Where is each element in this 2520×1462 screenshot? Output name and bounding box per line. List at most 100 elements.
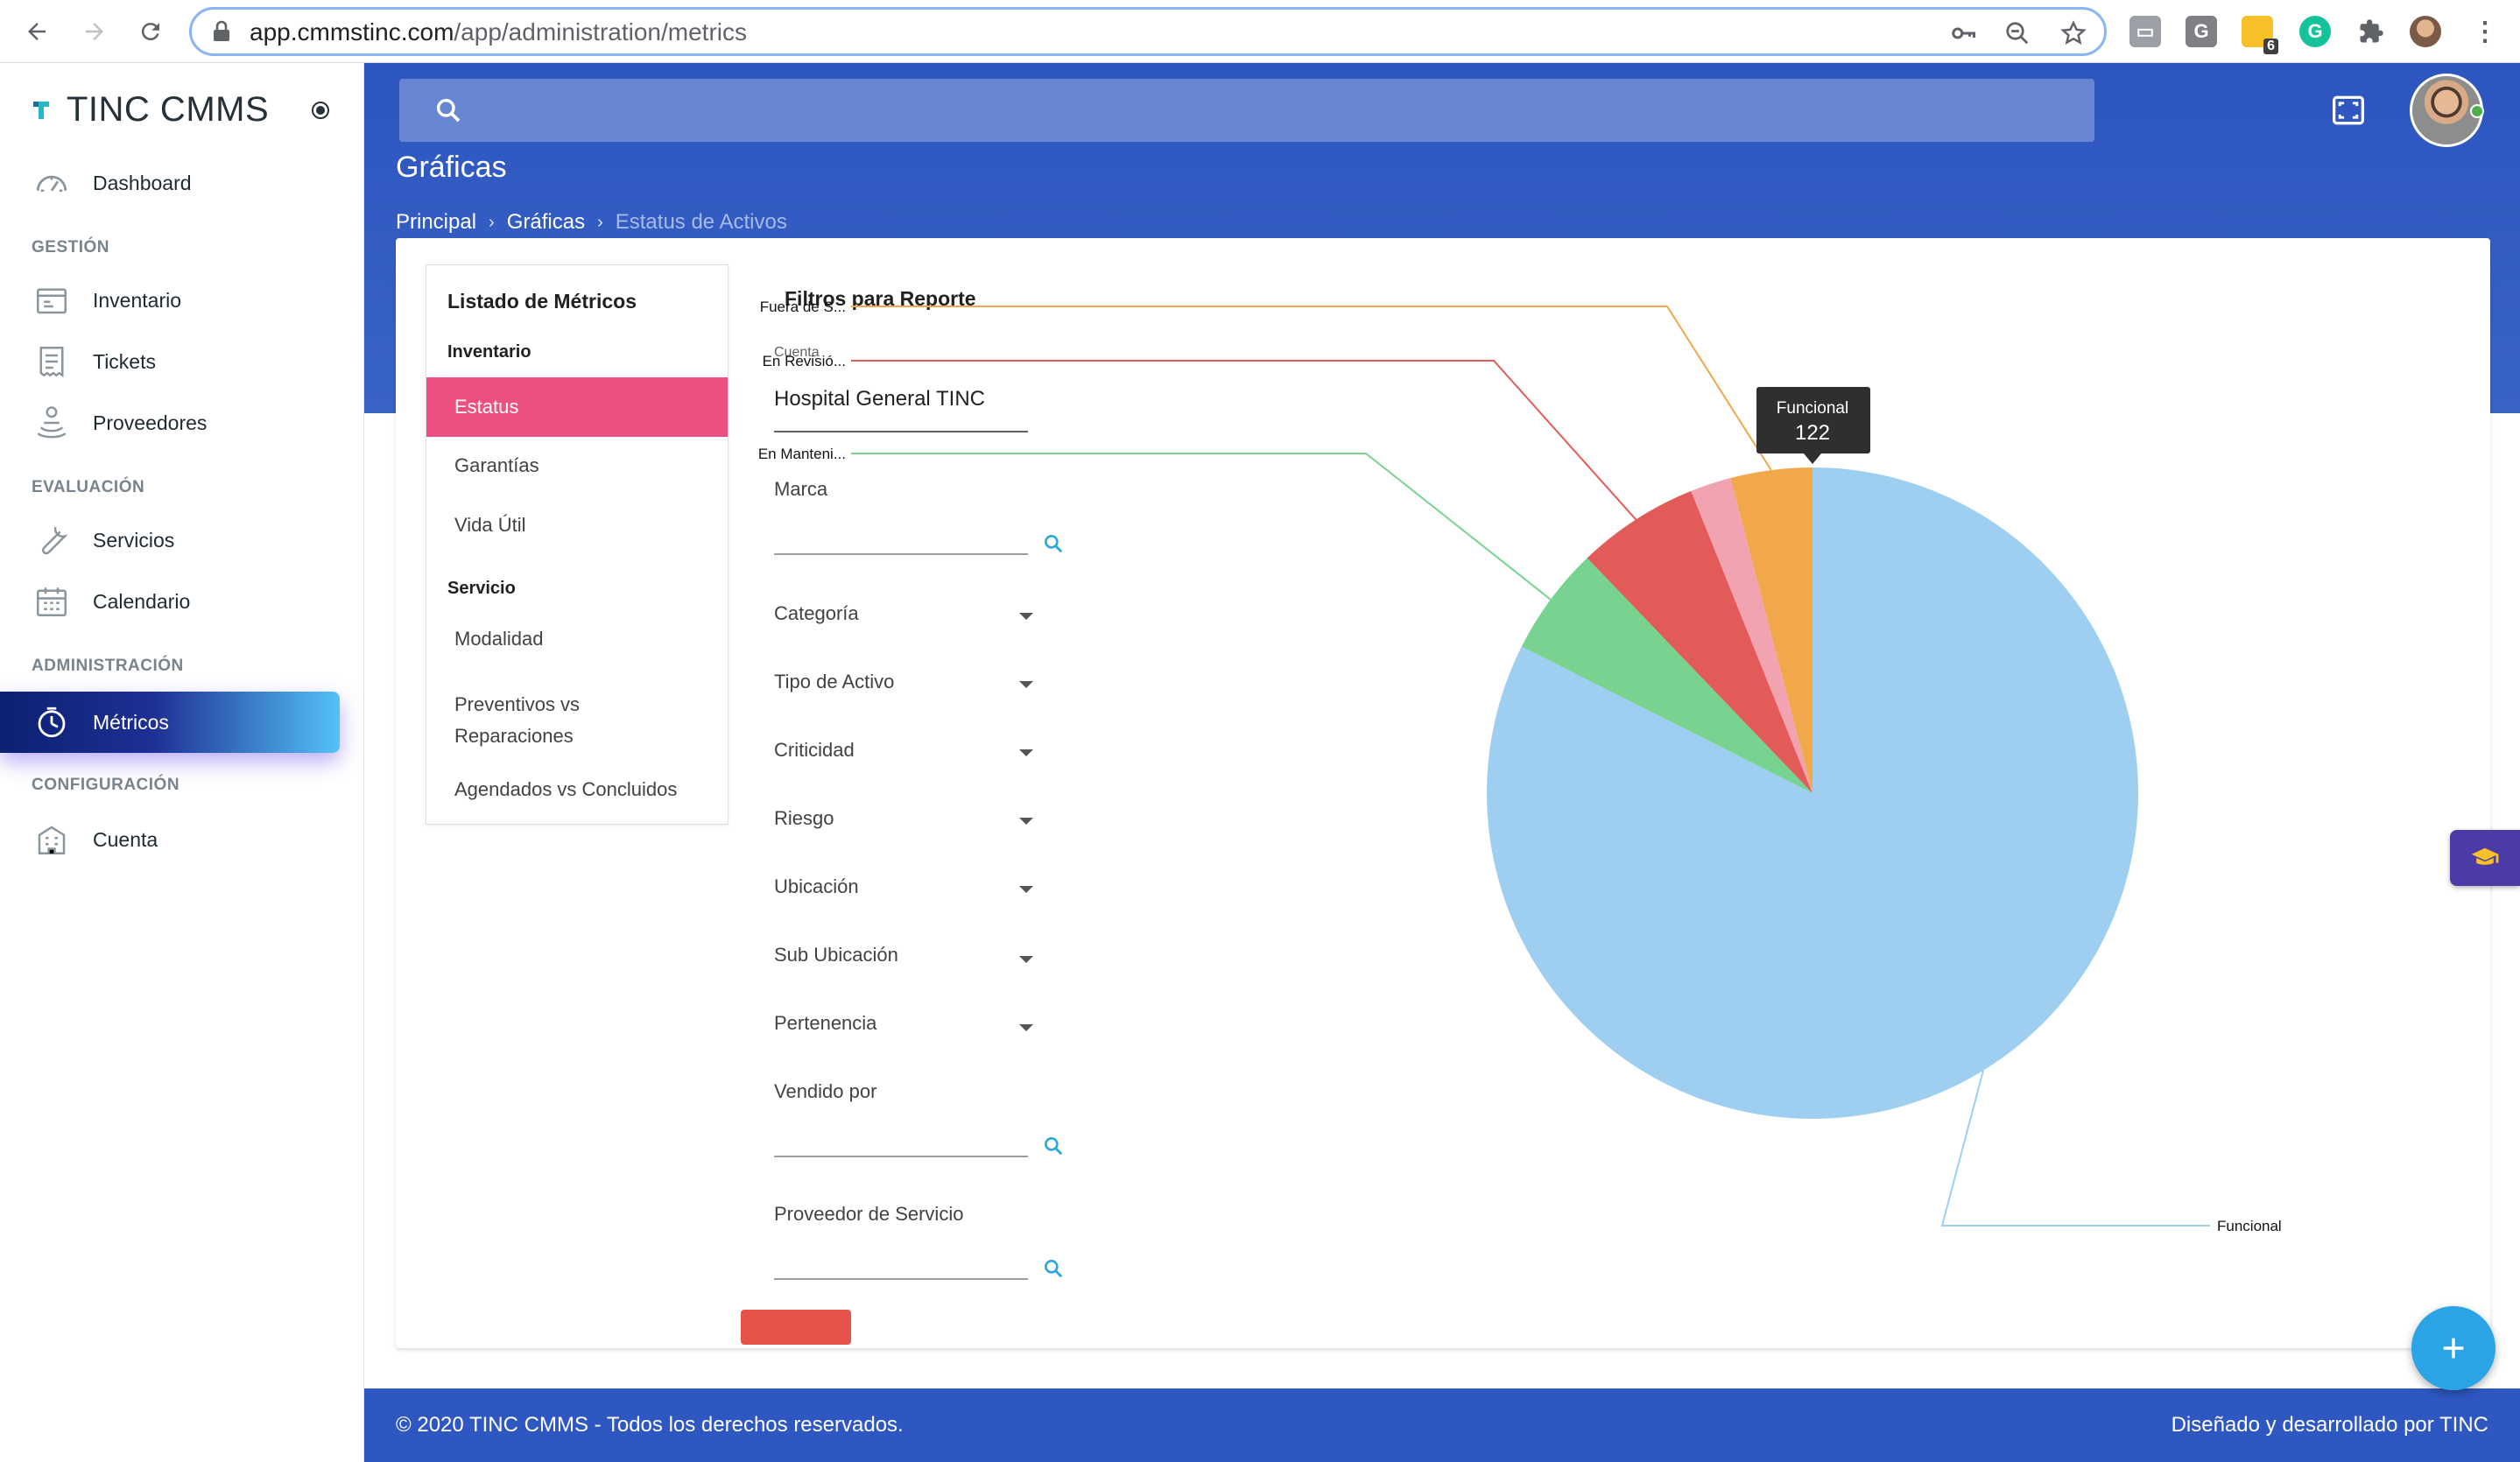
chevron-down-icon[interactable] [1019, 886, 1033, 893]
plus-icon [2443, 1338, 2464, 1359]
vendido-field[interactable] [774, 1156, 1028, 1157]
extension-screen-icon[interactable]: ▭ [2129, 16, 2161, 47]
slice-label: Fuera de S... [760, 299, 846, 315]
leader-line [851, 360, 1637, 521]
breadcrumb-graficas[interactable]: Gráficas [506, 210, 586, 234]
metric-item-agendados[interactable]: Agendados vs Concluidos [454, 778, 678, 800]
forward-icon[interactable] [75, 12, 114, 51]
chevron-down-icon[interactable] [1019, 1024, 1033, 1031]
metric-item-vida-util[interactable]: Vida Útil [454, 514, 526, 536]
sidebar-item-label: Dashboard [93, 171, 192, 194]
marca-field[interactable] [774, 553, 1028, 555]
url-text[interactable]: app.cmmstinc.com/app/administration/metr… [250, 18, 747, 46]
supplier-icon [37, 406, 67, 439]
section-administracion: ADMINISTRACIÓN [32, 657, 184, 675]
proveedor-field[interactable] [774, 1278, 1028, 1280]
slice-label: En Manteni... [758, 446, 846, 462]
zoom-out-icon[interactable] [2004, 20, 2031, 46]
tutorial-tab[interactable] [2450, 830, 2520, 886]
breadcrumb-principal[interactable]: Principal [396, 210, 477, 234]
metrics-group-inventario: Inventario [447, 342, 531, 362]
select-criticidad[interactable]: Criticidad [774, 739, 855, 761]
address-bar[interactable]: app.cmmstinc.com/app/administration/metr… [189, 7, 2107, 56]
add-fab-button[interactable] [2411, 1306, 2495, 1390]
chevron-down-icon[interactable] [1019, 818, 1033, 825]
leader-line [851, 306, 1772, 471]
slice-label: Funcional [2217, 1218, 2282, 1234]
puzzle-icon[interactable] [2355, 16, 2387, 47]
extension-g-icon[interactable]: G [2186, 16, 2217, 47]
cuenta-underline [774, 431, 1028, 432]
sidebar-item-metricos[interactable]: Métricos [0, 692, 340, 753]
brand[interactable]: TINC CMMS [32, 88, 269, 131]
menu-dots-icon[interactable]: ⋮ [2472, 17, 2498, 46]
metric-item-estatus[interactable]: Estatus [426, 377, 728, 437]
cuenta-field[interactable]: Hospital General TINC [774, 387, 985, 411]
proveedor-search-icon[interactable] [1042, 1257, 1065, 1280]
user-avatar[interactable] [2410, 74, 2484, 147]
sidebar-item-dashboard[interactable]: Dashboard [0, 152, 341, 214]
marca-label: Marca [774, 478, 828, 500]
sidebar-item-cuenta[interactable]: Cuenta [0, 809, 341, 870]
sidebar-item-servicios[interactable]: Servicios [0, 510, 341, 571]
profile-avatar-icon[interactable] [2410, 16, 2441, 47]
metrics-group-servicio: Servicio [447, 579, 516, 598]
fullscreen-icon[interactable] [2331, 95, 2366, 126]
footer: © 2020 TINC CMMS - Todos los derechos re… [364, 1388, 2520, 1462]
generate-report-button[interactable] [741, 1310, 851, 1345]
key-icon[interactable] [1950, 20, 1976, 46]
metrics-list-title: Listado de Métricos [447, 290, 637, 313]
extension-notes-icon[interactable]: 6 [2242, 16, 2278, 54]
wrench-icon [41, 526, 68, 555]
select-categoria[interactable]: Categoría [774, 602, 859, 624]
sidebar-item-label: Métricos [93, 710, 169, 734]
pie-slice-fuera-de-s-[interactable] [1730, 467, 1813, 793]
chevron-down-icon[interactable] [1019, 613, 1033, 620]
metrics-icon [38, 706, 66, 738]
sidebar-item-tickets[interactable]: Tickets [0, 331, 341, 392]
metric-item-garantias[interactable]: Garantías [454, 454, 539, 476]
browser-toolbar: app.cmmstinc.com/app/administration/metr… [0, 0, 2520, 63]
sidebar-item-inventario[interactable]: Inventario [0, 270, 341, 331]
search-icon[interactable] [434, 96, 462, 124]
back-icon[interactable] [18, 12, 56, 51]
select-pertenencia[interactable]: Pertenencia [774, 1012, 877, 1034]
content-card: Listado de Métricos Inventario Estatus G… [396, 238, 2490, 1348]
select-riesgo[interactable]: Riesgo [774, 807, 834, 829]
search-bar[interactable] [399, 79, 2094, 142]
metric-item-modalidad[interactable]: Modalidad [454, 628, 544, 650]
slice-label: En Revisió... [763, 353, 846, 369]
sidebar-item-calendario[interactable]: Calendario [0, 571, 341, 632]
marca-search-icon[interactable] [1042, 532, 1065, 555]
star-icon[interactable] [2060, 20, 2087, 46]
chevron-down-icon[interactable] [1019, 681, 1033, 688]
chevron-down-icon[interactable] [1019, 956, 1033, 963]
metric-item-preventivos-line2: Reparaciones [454, 725, 574, 747]
tooltip-value: 122 [1795, 421, 1830, 445]
grammarly-icon[interactable]: G [2299, 16, 2331, 47]
status-pie-chart: Funcional En Manteni... En Revisió... Fuera… [758, 299, 2282, 1234]
chevron-down-icon[interactable] [1019, 749, 1033, 756]
pie-slice-slice-3[interactable] [1691, 478, 1813, 793]
speedometer-icon [36, 175, 67, 192]
pie-slice-en-revisi-[interactable] [1587, 490, 1813, 793]
footer-copyright: © 2020 TINC CMMS - Todos los derechos re… [396, 1413, 904, 1437]
vendido-search-icon[interactable] [1042, 1135, 1065, 1157]
leader-line [1940, 1070, 2210, 1227]
select-ubicacion[interactable]: Ubicación [774, 875, 859, 897]
select-sub-ubicacion[interactable]: Sub Ubicación [774, 944, 898, 966]
breadcrumb-separator-icon: › [597, 212, 603, 232]
breadcrumb: Principal › Gráficas › Estatus de Activo… [396, 210, 787, 235]
footer-credit[interactable]: Diseñado y desarrollado por TINC [2171, 1413, 2488, 1437]
sidebar-toggle-icon[interactable] [312, 102, 329, 119]
pie-slice-en-manteni-[interactable] [1521, 558, 1813, 793]
sidebar: TINC CMMS Dashboard GESTIÓN Inventario T… [0, 63, 364, 1462]
ticket-icon [39, 347, 64, 378]
sidebar-item-label: Tickets [93, 349, 156, 373]
breadcrumb-separator-icon: › [489, 212, 495, 232]
select-tipo-activo[interactable]: Tipo de Activo [774, 671, 895, 692]
sidebar-item-proveedores[interactable]: Proveedores [0, 392, 341, 453]
reload-icon[interactable] [131, 12, 170, 51]
leader-line [851, 453, 1552, 601]
metric-item-preventivos[interactable]: Preventivos vs Reparaciones [426, 689, 728, 752]
